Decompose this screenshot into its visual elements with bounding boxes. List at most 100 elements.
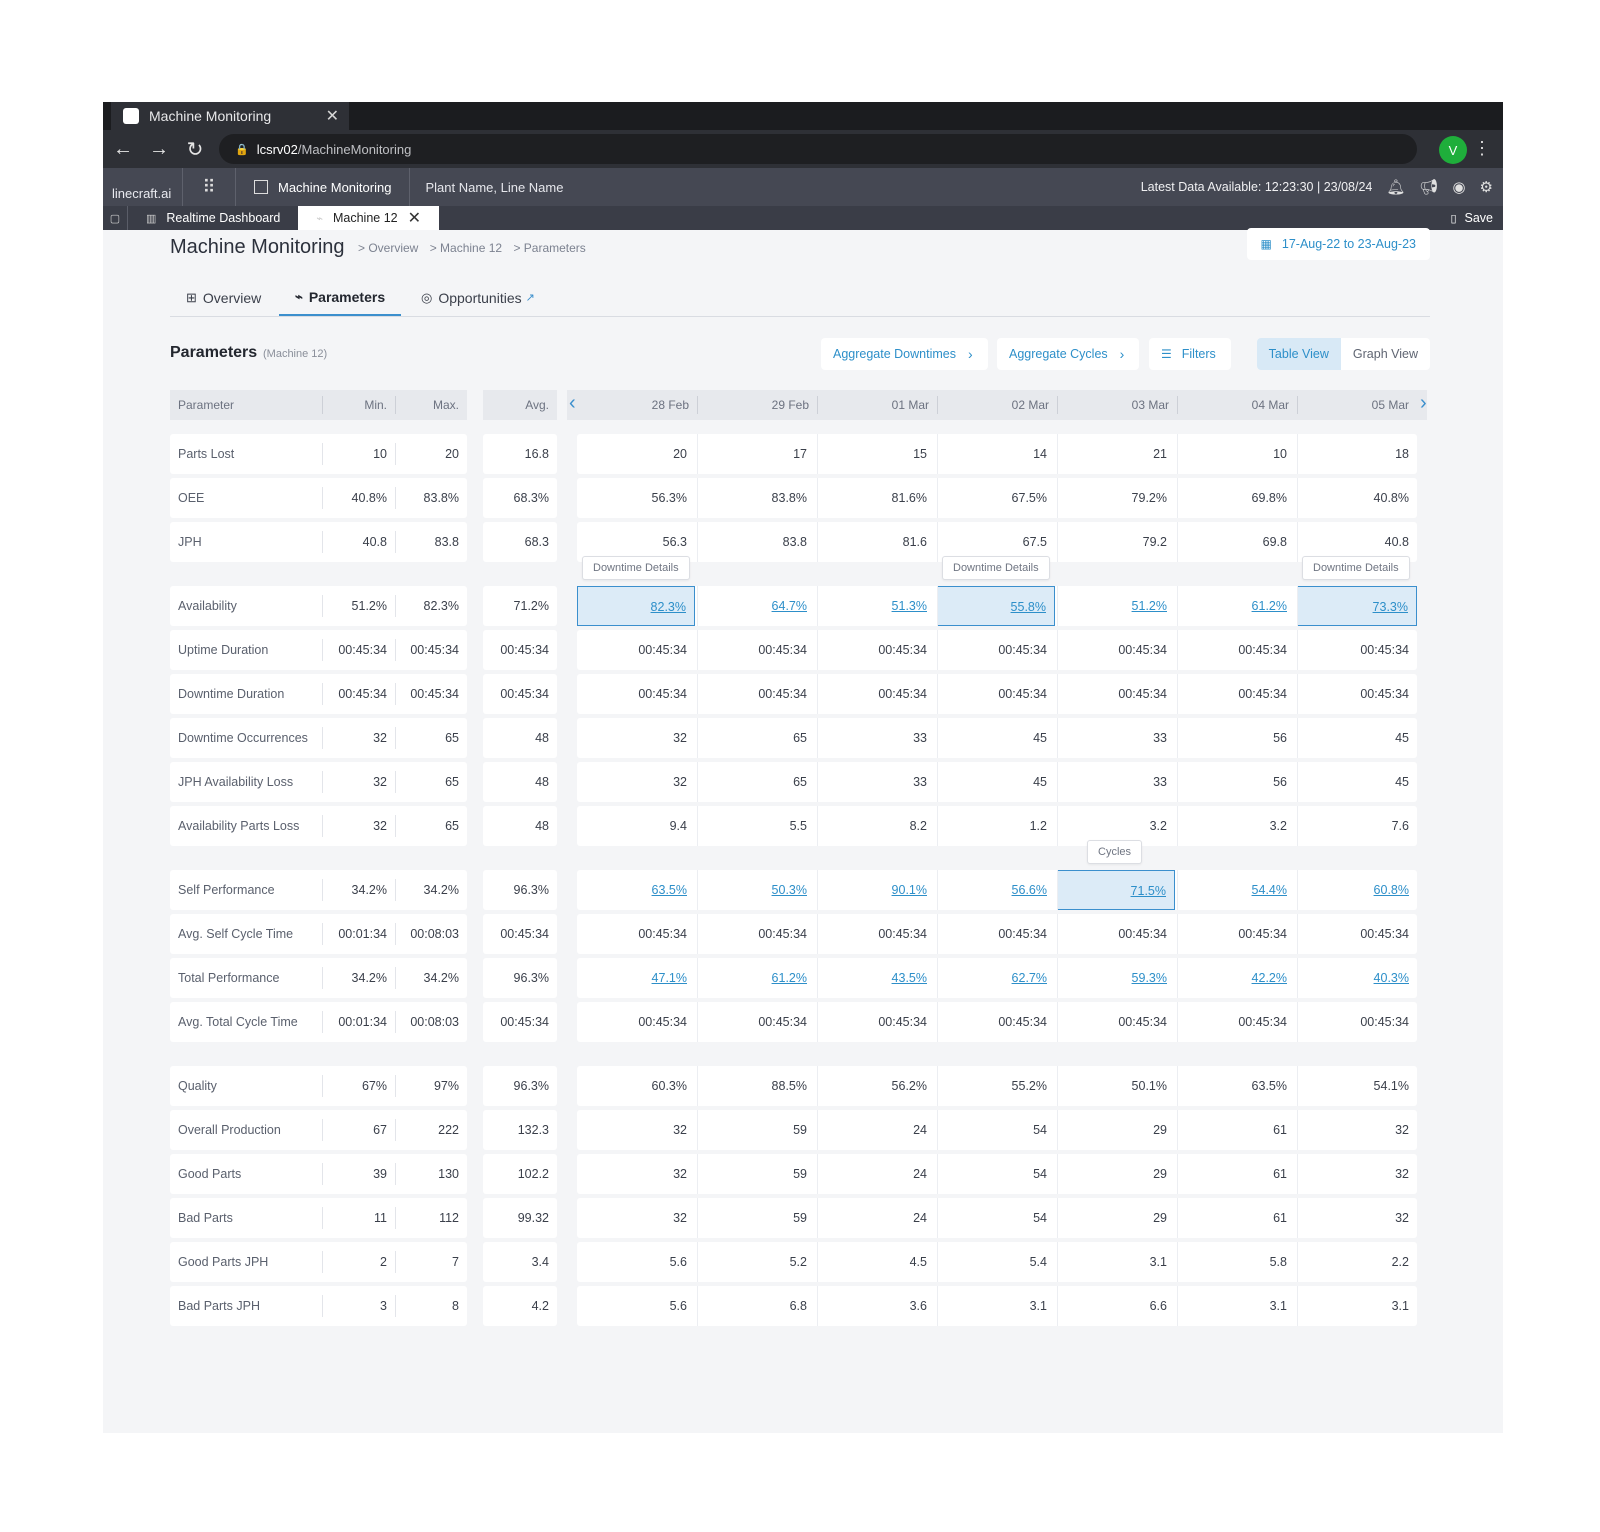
tab-opportunities[interactable]: ◎ Opportunities ↗: [421, 280, 535, 315]
daily-value-link[interactable]: 43.5%: [891, 971, 927, 985]
parameter-name: Bad Parts JPH: [178, 1299, 260, 1313]
browser-menu-icon[interactable]: ⋮: [1473, 138, 1491, 158]
cell-divider: [322, 443, 323, 465]
daily-value-link[interactable]: 54.4%: [1251, 883, 1287, 897]
row-summary: Overall Production 67 222: [170, 1110, 467, 1150]
user-icon[interactable]: ◉: [1452, 179, 1466, 196]
bell-icon[interactable]: 🔔︎: [1386, 179, 1406, 196]
reload-icon[interactable]: ↻: [186, 138, 204, 161]
cell-divider: [817, 1154, 818, 1194]
chevron-left-icon[interactable]: ‹: [569, 392, 576, 414]
daily-value-link[interactable]: 73.3%: [1297, 586, 1417, 626]
daily-value: 10: [1273, 447, 1287, 461]
close-icon[interactable]: ✕: [407, 210, 422, 227]
tab-realtime-dashboard[interactable]: ▥ Realtime Dashboard: [128, 206, 298, 230]
downtime-details-tooltip[interactable]: Downtime Details: [1302, 556, 1410, 580]
chevron-right-icon[interactable]: ›: [1420, 392, 1427, 414]
downtime-details-tooltip[interactable]: Downtime Details: [582, 556, 690, 580]
date-range-picker[interactable]: ▦ 17-Aug-22 to 23-Aug-23: [1246, 228, 1430, 260]
forward-icon[interactable]: →: [149, 137, 169, 160]
daily-value-link[interactable]: 51.2%: [1131, 599, 1167, 613]
daily-value-link[interactable]: 40.3%: [1373, 971, 1409, 985]
daily-value: 5.8: [1269, 1255, 1287, 1269]
aggregate-downtimes-label: Aggregate Downtimes: [833, 347, 956, 361]
cell-divider: [395, 1075, 396, 1097]
url-field[interactable]: 🔒 lcsrv02/MachineMonitoring: [219, 134, 1417, 164]
daily-value: 5.4: [1029, 1255, 1047, 1269]
daily-value-link[interactable]: 59.3%: [1131, 971, 1167, 985]
cell-divider: [1177, 630, 1178, 670]
tab-overview[interactable]: ⊞ Overview: [186, 280, 261, 315]
cell-divider: [1177, 1242, 1178, 1282]
browser-tab[interactable]: Machine Monitoring ✕: [111, 102, 349, 130]
daily-value-link[interactable]: 50.3%: [771, 883, 807, 897]
back-icon[interactable]: ←: [113, 137, 133, 160]
daily-value-link[interactable]: 71.5%: [1057, 870, 1175, 910]
cycles-tooltip[interactable]: Cycles: [1087, 840, 1143, 864]
cell-divider: [322, 1207, 323, 1229]
filters-button[interactable]: ☰ Filters: [1149, 338, 1231, 370]
tab-parameters[interactable]: ⌁ Parameters: [279, 280, 402, 316]
daily-value: 4.5: [909, 1255, 927, 1269]
aggregate-cycles-button[interactable]: Aggregate Cycles ›: [997, 338, 1139, 370]
daily-value: 56: [1273, 775, 1287, 789]
breadcrumb: > Overview > Machine 12 > Parameters: [358, 241, 594, 255]
cell-divider: [1057, 958, 1058, 998]
daily-value-link[interactable]: 61.2%: [1251, 599, 1287, 613]
daily-value-link[interactable]: 56.6%: [1011, 883, 1047, 897]
daily-value: 18: [1395, 447, 1409, 461]
cell-divider: [697, 958, 698, 998]
close-tab-icon[interactable]: ✕: [325, 108, 339, 125]
cell-divider: [1297, 434, 1298, 474]
graph-view-button[interactable]: Graph View: [1352, 347, 1418, 361]
linecraft-logo[interactable]: linecraft.ai: [103, 168, 183, 206]
external-link-icon: ↗: [525, 292, 535, 304]
daily-value-link[interactable]: 63.5%: [651, 883, 687, 897]
cell-divider: [697, 718, 698, 758]
breadcrumb-overview[interactable]: > Overview: [358, 241, 419, 255]
daily-value: 5.6: [669, 1299, 687, 1313]
daily-value: 63.5%: [1251, 1079, 1287, 1093]
daily-value-link[interactable]: 55.8%: [937, 586, 1055, 626]
app-launcher-icon[interactable]: ⠿: [183, 168, 236, 206]
tab-machine-12[interactable]: ⌁ Machine 12 ✕: [298, 206, 440, 230]
max-value: 34.2%: [423, 883, 459, 897]
plant-line-label[interactable]: Plant Name, Line Name: [425, 179, 564, 195]
daily-value: 8.2: [909, 819, 927, 833]
table-row: OEE 40.8% 83.8% 68.3% 56.3% 83.8% 81.6% 67.5% 79…: [170, 478, 1417, 518]
chevron-right-icon: ›: [1119, 346, 1125, 362]
profile-avatar[interactable]: V: [1439, 136, 1467, 164]
daily-value-link[interactable]: 60.8%: [1373, 883, 1409, 897]
avg-value: 00:45:34: [500, 687, 549, 701]
daily-value-link[interactable]: 90.1%: [891, 883, 927, 897]
avg-value: 48: [535, 731, 549, 745]
daily-value: 00:45:34: [878, 687, 927, 701]
daily-value-link[interactable]: 62.7%: [1011, 971, 1047, 985]
table-view-button[interactable]: Table View: [1256, 338, 1341, 370]
breadcrumb-machine[interactable]: > Machine 12: [429, 241, 503, 255]
daily-value-link[interactable]: 61.2%: [771, 971, 807, 985]
breadcrumb-parameters[interactable]: > Parameters: [513, 241, 586, 255]
app-tab-strip: ▢ ▥ Realtime Dashboard ⌁ Machine 12 ✕ ▯ …: [103, 206, 1503, 230]
downtime-details-tooltip[interactable]: Downtime Details: [942, 556, 1050, 580]
cell-divider: [395, 879, 396, 901]
row-avg: 00:45:34: [483, 630, 557, 670]
daily-value: 67.5%: [1011, 491, 1047, 505]
daily-value-link[interactable]: 82.3%: [577, 586, 695, 626]
cell-divider: [817, 1286, 818, 1326]
megaphone-icon[interactable]: 📢︎: [1419, 179, 1439, 196]
bookmark-panel-icon[interactable]: ▢: [103, 206, 128, 230]
chevron-right-icon: ›: [967, 346, 973, 362]
cell-divider: [697, 1154, 698, 1194]
cell-divider: [1057, 718, 1058, 758]
avg-value: 68.3%: [513, 491, 549, 505]
daily-value-link[interactable]: 42.2%: [1251, 971, 1287, 985]
gear-icon[interactable]: ⚙: [1479, 179, 1493, 196]
daily-value-link[interactable]: 64.7%: [771, 599, 807, 613]
table-header-left: Parameter Min. Max.: [170, 390, 467, 420]
daily-value-link[interactable]: 51.3%: [891, 599, 927, 613]
save-button[interactable]: ▯ Save: [1450, 206, 1493, 230]
aggregate-downtimes-button[interactable]: Aggregate Downtimes ›: [821, 338, 988, 370]
daily-value-link[interactable]: 47.1%: [651, 971, 687, 985]
parameter-name: Good Parts JPH: [178, 1255, 269, 1269]
